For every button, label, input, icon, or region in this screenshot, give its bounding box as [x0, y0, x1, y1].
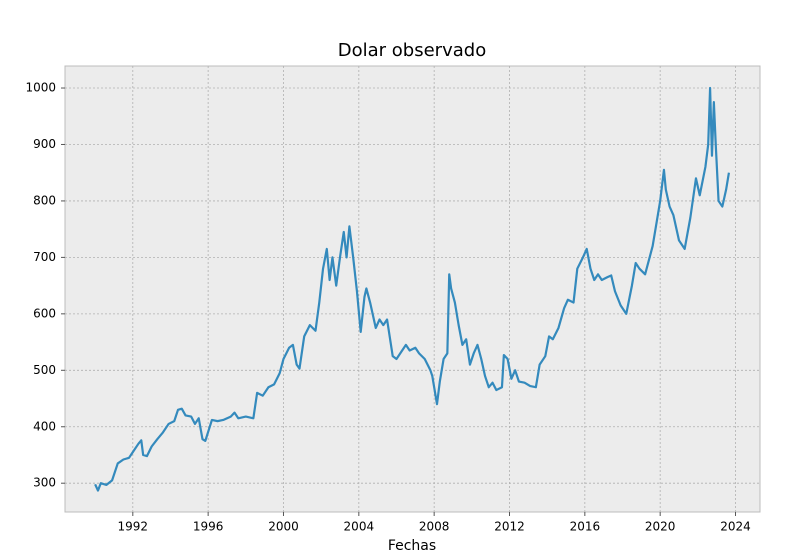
x-tick-label: 2008: [419, 520, 450, 534]
data-line: [94, 86, 731, 492]
chart-title: Dolar observado: [338, 40, 486, 61]
plot-area: [64, 65, 761, 513]
y-tick-label: 1000: [25, 81, 56, 95]
x-tick-label: 2012: [494, 520, 525, 534]
x-tick-label: 1992: [118, 520, 149, 534]
x-tick-label: 2024: [720, 520, 751, 534]
x-tick-label: 2016: [570, 520, 601, 534]
y-tick-label: 500: [33, 363, 56, 377]
x-tick-label: 2000: [268, 520, 299, 534]
y-tick-label: 400: [33, 419, 56, 433]
y-tick-label: 700: [33, 250, 56, 264]
x-tick-label: 1996: [193, 520, 224, 534]
y-tick-label: 300: [33, 476, 56, 490]
x-tick-label: 2020: [645, 520, 676, 534]
y-tick-label: 900: [33, 137, 56, 151]
x-tick-label: 2004: [344, 520, 375, 534]
y-tick-label: 800: [33, 193, 56, 207]
y-tick-label: 600: [33, 306, 56, 320]
x-axis-label: Fechas: [388, 538, 436, 550]
